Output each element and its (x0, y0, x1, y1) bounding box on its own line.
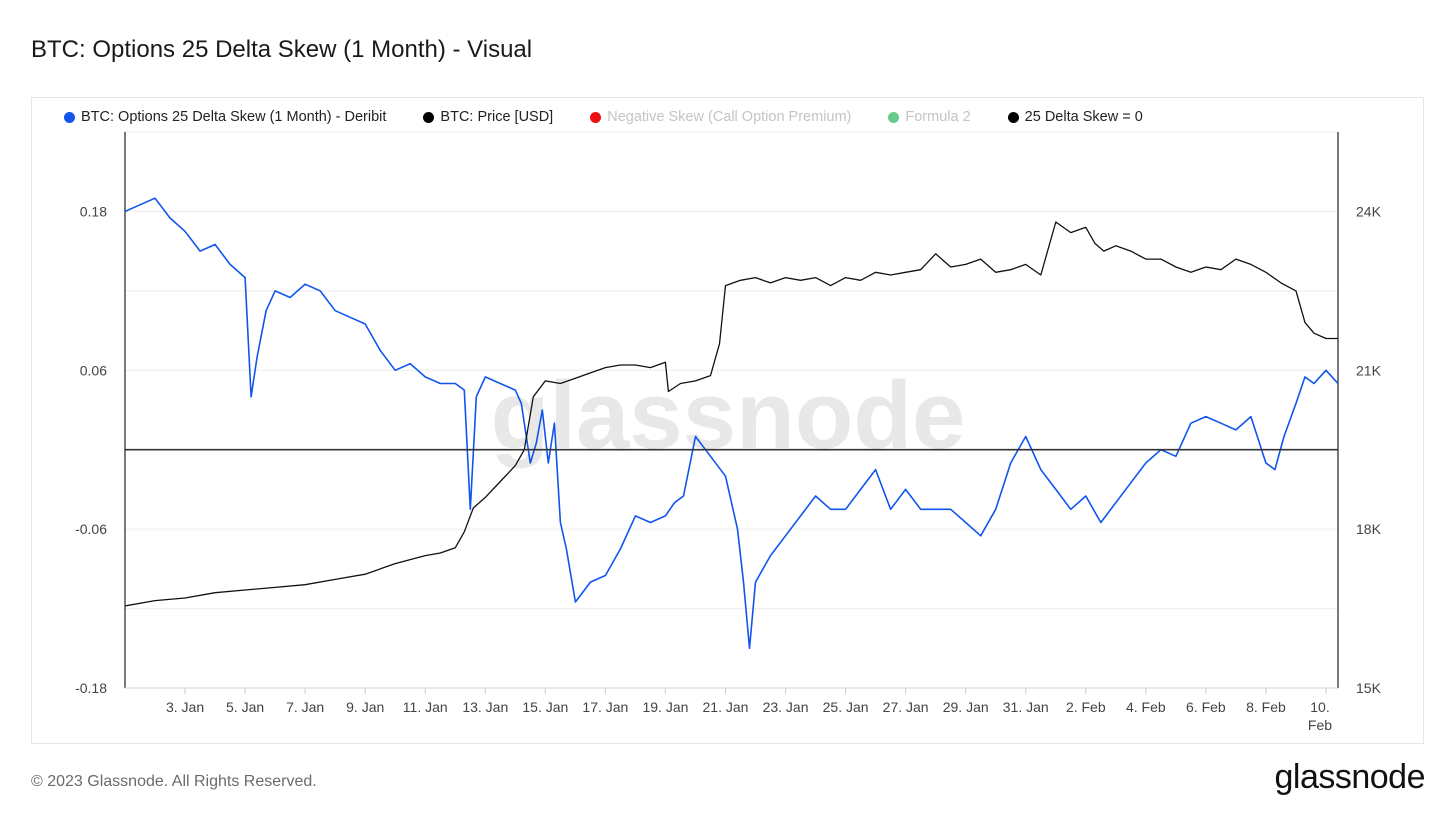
series (124, 197, 1339, 650)
legend-label: 25 Delta Skew = 0 (1024, 109, 1143, 125)
x-tick-label: 23. Jan (763, 699, 809, 715)
x-tick-label: 10. (1310, 699, 1329, 715)
legend-dot-icon (423, 111, 435, 123)
x-tick-label: Feb (1308, 717, 1332, 733)
copyright-text: © 2023 Glassnode. All Rights Reserved. (31, 773, 317, 790)
legend-item-negative-skew[interactable]: Negative Skew (Call Option Premium) (590, 109, 851, 125)
x-tick-label: 5. Jan (226, 699, 264, 715)
legend-item-zero-line[interactable]: 25 Delta Skew = 0 (1007, 109, 1143, 125)
y-right-tick-label: 18K (1356, 521, 1382, 537)
x-tick-label: 15. Jan (522, 699, 568, 715)
x-tick-label: 19. Jan (642, 699, 688, 715)
x-tick-label: 7. Jan (286, 699, 324, 715)
legend-item-price[interactable]: BTC: Price [USD] (423, 109, 553, 125)
y-left-tick-label: 0.18 (80, 203, 107, 219)
x-tick-label: 29. Jan (943, 699, 989, 715)
legend-item-formula-2[interactable]: Formula 2 (888, 109, 971, 125)
axes (124, 132, 1339, 694)
legend-label: BTC: Options 25 Delta Skew (1 Month) - D… (81, 109, 387, 125)
legend-dot-icon (64, 111, 75, 123)
watermark: glassnode (491, 362, 966, 469)
x-tick-label: 3. Jan (166, 699, 204, 715)
y-left-tick-label: -0.18 (75, 680, 107, 696)
glassnode-logo[interactable]: glassnode (1274, 758, 1425, 796)
legend-dot-icon (590, 111, 602, 123)
legend-label: BTC: Price [USD] (440, 109, 554, 125)
delta-skew-line (124, 197, 1339, 650)
legend-label: Negative Skew (Call Option Premium) (607, 109, 852, 125)
x-tick-label: 11. Jan (403, 699, 448, 715)
page-title: BTC: Options 25 Delta Skew (1 Month) - V… (31, 36, 533, 63)
grid-lines (125, 131, 1338, 610)
tick-labels: 3. Jan 5. Jan 7. Jan 9. Jan 11. Jan 13. Jan 15… (75, 203, 1381, 733)
x-tick-label: 31. Jan (1003, 699, 1049, 715)
y-right-tick-label: 15K (1356, 680, 1382, 696)
legend-dot-icon (1007, 111, 1019, 123)
y-right-tick-label: 21K (1356, 362, 1382, 378)
x-tick-label: 27. Jan (883, 699, 929, 715)
x-tick-label: 13. Jan (462, 699, 508, 715)
legend-item-skew[interactable]: BTC: Options 25 Delta Skew (1 Month) - D… (64, 109, 386, 125)
y-right-tick-label: 24K (1356, 203, 1382, 219)
y-left-tick-label: 0.06 (80, 362, 107, 378)
x-tick-label: 4. Feb (1126, 699, 1166, 715)
chart-frame: BTC: Options 25 Delta Skew (1 Month) - D… (31, 97, 1424, 744)
chart-legend: BTC: Options 25 Delta Skew (1 Month) - D… (64, 109, 1180, 125)
x-tick-label: 21. Jan (703, 699, 749, 715)
x-tick-label: 9. Jan (346, 699, 384, 715)
x-tick-label: 17. Jan (582, 699, 628, 715)
x-tick-label: 8. Feb (1246, 699, 1286, 715)
x-tick-label: 25. Jan (823, 699, 869, 715)
x-tick-label: 6. Feb (1186, 699, 1226, 715)
btc-price-line (124, 221, 1338, 607)
y-left-tick-label: -0.06 (75, 521, 107, 537)
x-tick-label: 2. Feb (1066, 699, 1106, 715)
legend-dot-icon (888, 111, 900, 123)
legend-label: Formula 2 (905, 109, 971, 125)
